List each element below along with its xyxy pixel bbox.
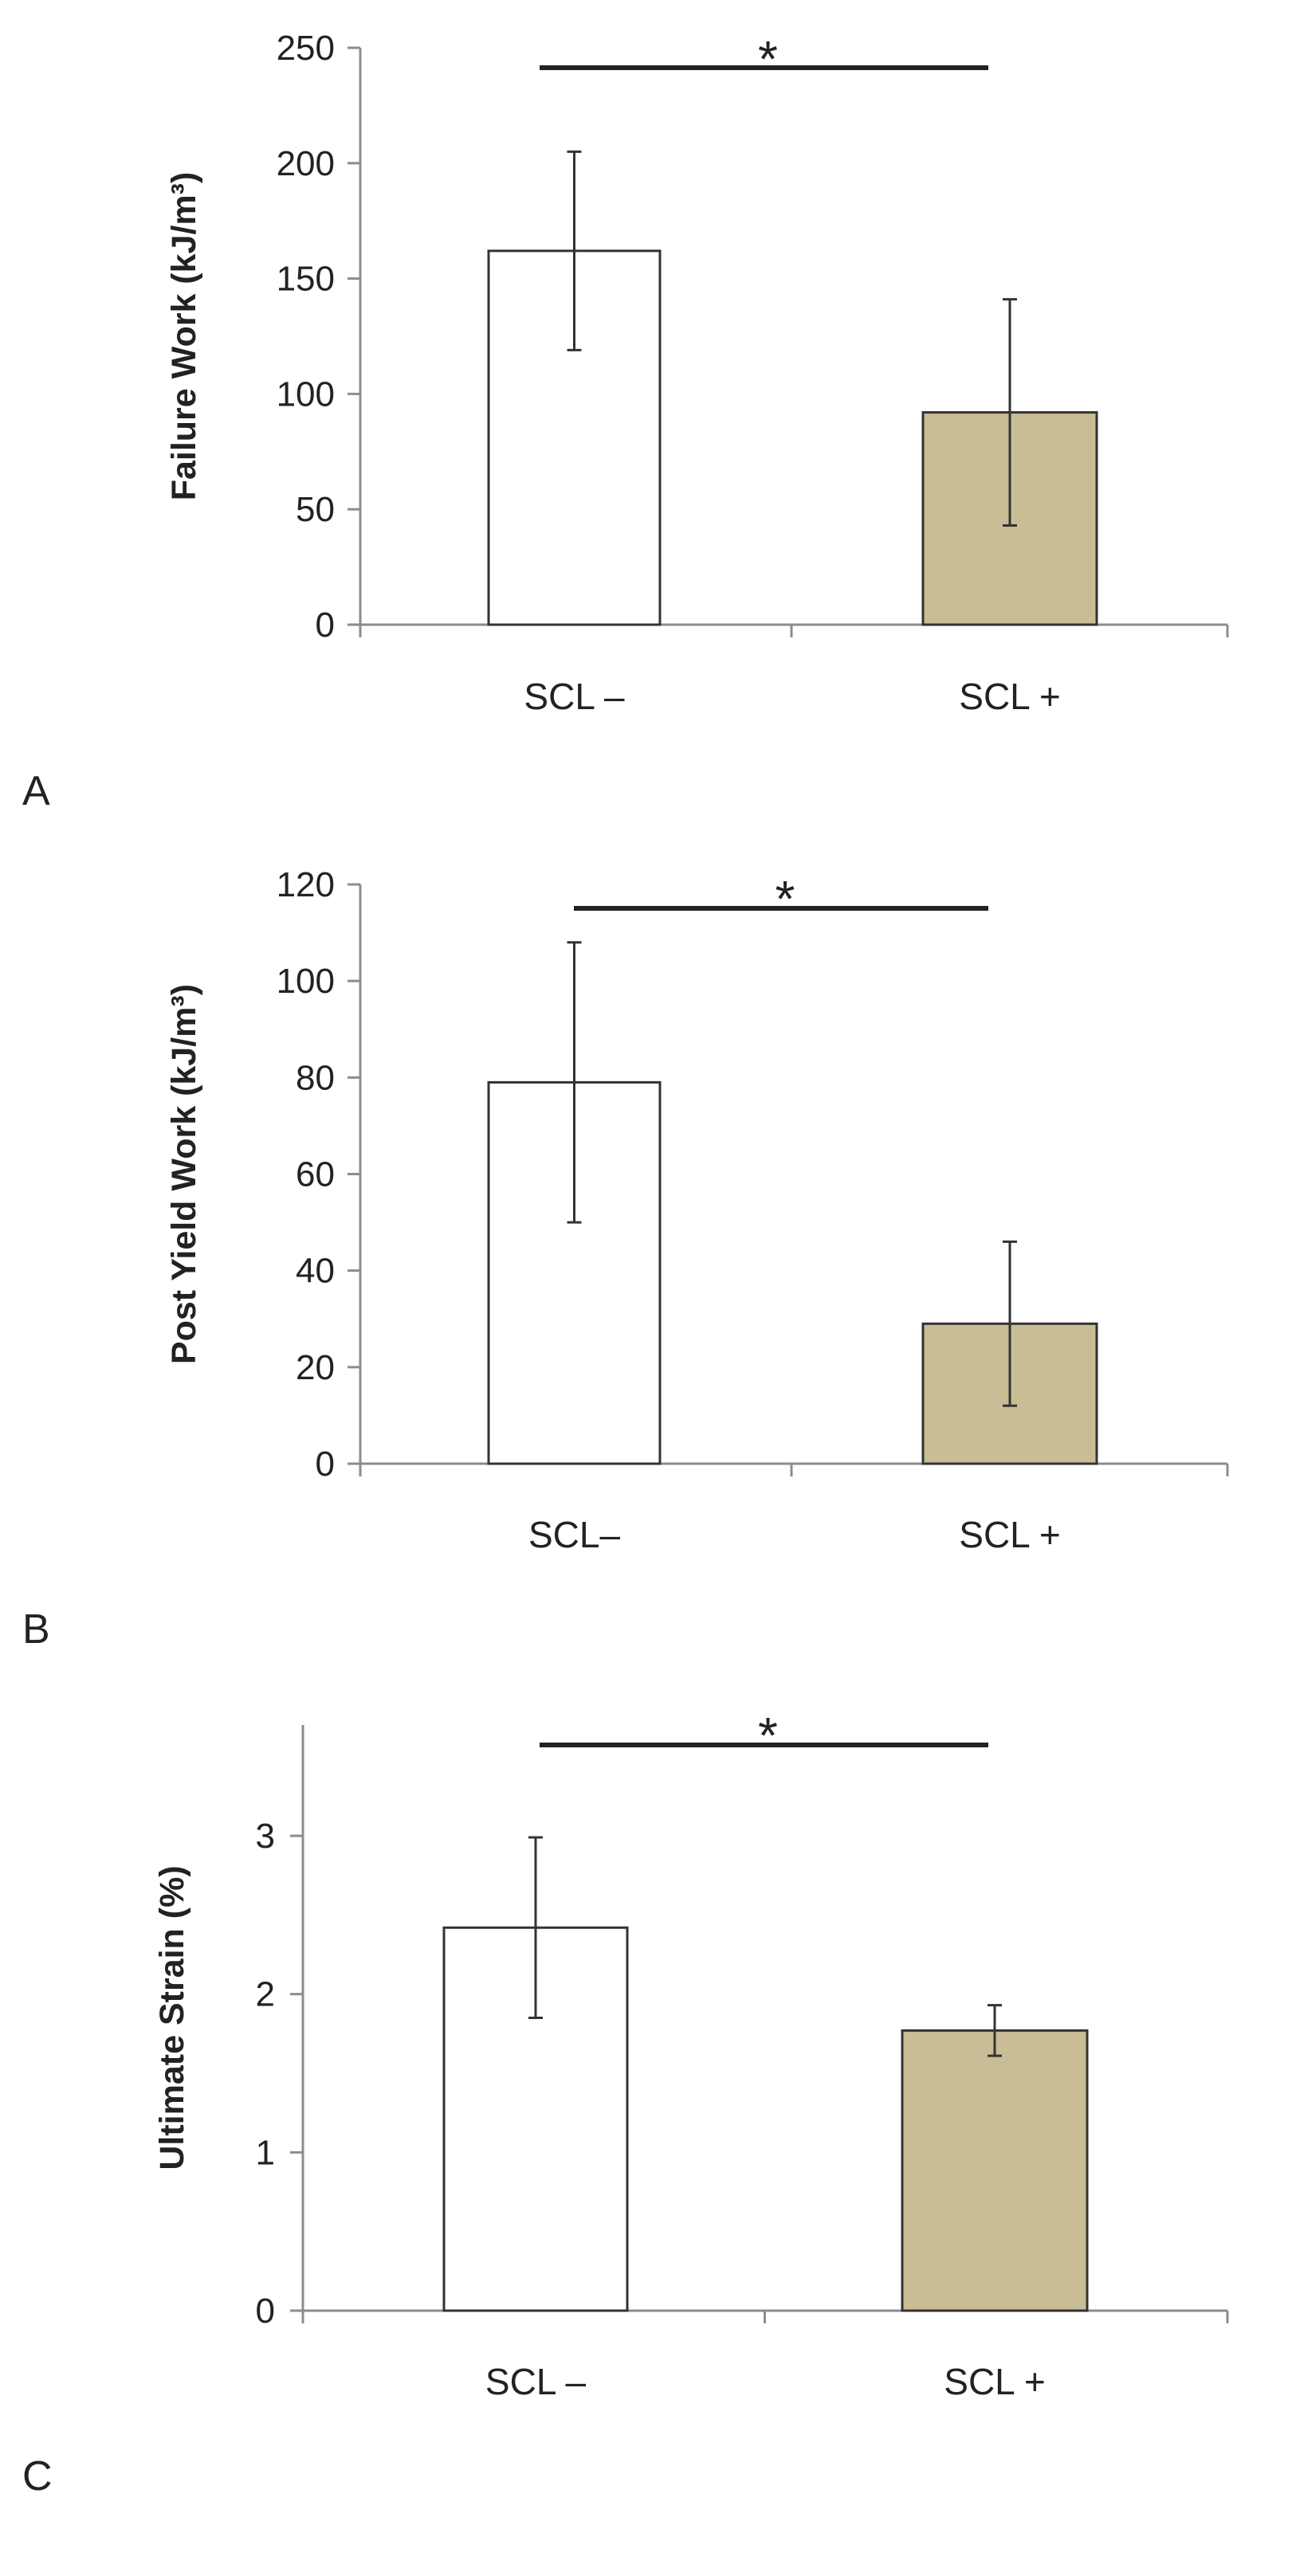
- y-tick-label: 3: [256, 1817, 275, 1856]
- y-tick-label: 0: [316, 1445, 335, 1484]
- bar-scl-plus: [901, 2029, 1089, 2312]
- y-tick-label: 1: [256, 2133, 275, 2172]
- panel-c: 0 1 2 3 SCL – SCL + * Ultimate Strain (%) C: [22, 1707, 1229, 2500]
- y-axis-label: Failure Work (kJ/m³): [165, 172, 203, 501]
- x-category-label: SCL–: [528, 1514, 620, 1555]
- y-tick-label: 2: [256, 1975, 275, 2014]
- y-tick-label: 40: [296, 1252, 335, 1291]
- panel-letter: C: [22, 2453, 53, 2500]
- y-tick-label: 200: [277, 144, 335, 183]
- panel-letter: A: [22, 768, 50, 814]
- y-tick-label: 0: [256, 2292, 275, 2331]
- y-tick-label: 100: [277, 374, 335, 414]
- x-category-label: SCL +: [944, 2361, 1045, 2402]
- x-category-label: SCL –: [524, 676, 625, 717]
- y-tick-label: 20: [296, 1348, 335, 1387]
- x-category-label: SCL +: [959, 1514, 1060, 1555]
- significance-star: *: [758, 30, 778, 88]
- y-tick-label: 150: [277, 260, 335, 299]
- y-tick-label: 0: [316, 606, 335, 645]
- y-tick-label: 80: [296, 1058, 335, 1097]
- panel-b: 0 20 40 60 80 100 120 SCL– SCL + * Post Yield Work…: [22, 865, 1229, 1653]
- panel-letter: B: [22, 1606, 50, 1653]
- y-axis-label: Post Yield Work (kJ/m³): [165, 984, 203, 1364]
- y-tick-label: 250: [277, 29, 335, 68]
- y-tick-label: 50: [296, 490, 335, 529]
- y-tick-label: 100: [277, 962, 335, 1001]
- significance-star: *: [776, 870, 795, 927]
- y-tick-label: 60: [296, 1155, 335, 1194]
- panel-a: 0 50 100 150 200 250 SCL – SCL + * Failure Work (…: [22, 29, 1229, 814]
- significance-star: *: [758, 1707, 778, 1764]
- x-category-label: SCL +: [959, 676, 1060, 717]
- y-tick-label: 120: [277, 865, 335, 904]
- y-axis-label: Ultimate Strain (%): [153, 1865, 191, 2170]
- x-category-label: SCL –: [485, 2361, 587, 2402]
